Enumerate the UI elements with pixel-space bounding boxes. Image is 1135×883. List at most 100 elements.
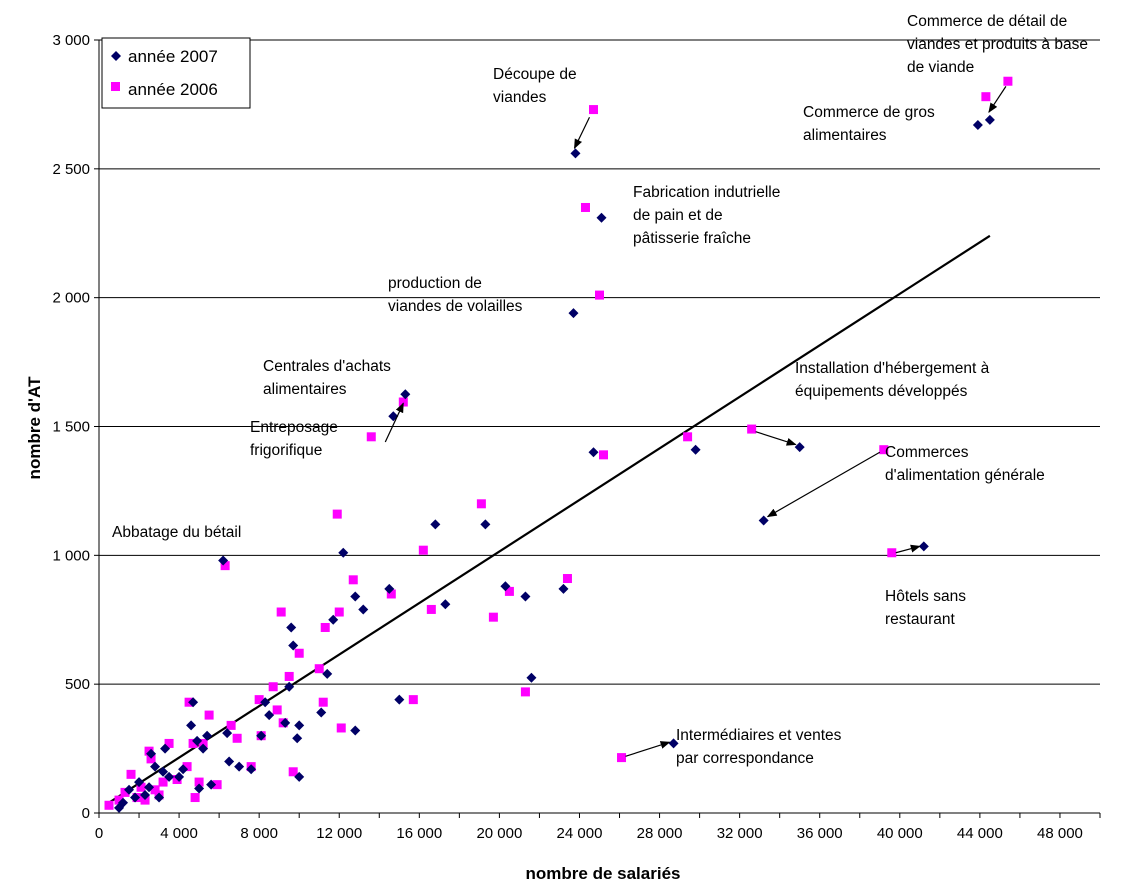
point-2006	[272, 705, 282, 715]
point-2006	[268, 682, 278, 692]
point-2007	[206, 779, 217, 790]
point-2007	[984, 114, 995, 125]
x-tick-label: 36 000	[797, 825, 843, 842]
point-2006	[146, 754, 156, 764]
point-2007	[284, 681, 295, 692]
point-2006	[226, 720, 236, 730]
point-2006	[408, 695, 418, 705]
x-tick-label: 24 000	[557, 825, 603, 842]
point-2006	[418, 545, 428, 555]
point-2006	[398, 397, 408, 407]
point-2007	[384, 583, 395, 594]
point-2007	[500, 581, 511, 592]
y-axis-title: nombre d'AT	[25, 376, 44, 480]
point-2006	[617, 753, 627, 763]
point-2007	[520, 591, 531, 602]
point-2006	[204, 710, 214, 720]
point-2007	[160, 743, 171, 754]
annotation-arrow	[895, 544, 921, 554]
point-2006	[182, 762, 192, 772]
point-2007	[154, 792, 165, 803]
point-2006	[288, 767, 298, 777]
point-2007	[150, 761, 161, 772]
point-2007	[588, 447, 599, 458]
point-2006	[520, 687, 530, 697]
point-2007	[130, 792, 141, 803]
tick-labels: 0 500 1 000 1 500 2 000 2 500 3 000 0 4 000 8 000…	[52, 32, 1082, 842]
point-2007	[358, 604, 369, 615]
point-2006	[386, 589, 396, 599]
annotation-label: Centrales d'achats alimentaires	[263, 358, 391, 398]
legend-box	[101, 37, 251, 109]
point-2007	[400, 389, 411, 400]
point-2007	[192, 735, 203, 746]
point-2006	[1003, 76, 1013, 86]
annotation-label: Commerce de détail de viandes et produits…	[907, 13, 1088, 76]
point-2007	[294, 771, 305, 782]
point-2006	[488, 612, 498, 622]
point-2006	[136, 782, 146, 792]
point-2007	[558, 583, 569, 594]
point-2007	[158, 766, 169, 777]
annotation-arrow	[573, 117, 591, 150]
annotation-label: Commerces d'alimentation générale	[885, 444, 1045, 484]
annotation-label: Découpe de viandes	[493, 66, 577, 106]
x-tick-label: 28 000	[637, 825, 683, 842]
point-2007	[430, 519, 441, 530]
annotation-arrow	[766, 451, 881, 518]
point-2007	[596, 212, 607, 223]
point-2007	[758, 515, 769, 526]
point-2006	[232, 733, 242, 743]
point-2006	[879, 445, 889, 455]
point-2007	[668, 738, 679, 749]
annotation-arrow	[755, 431, 797, 446]
point-2007	[690, 444, 701, 455]
point-2006	[104, 800, 114, 810]
point-2007	[338, 547, 349, 558]
x-tick-label: 48 000	[1037, 825, 1083, 842]
point-2006	[588, 105, 598, 115]
point-2006	[212, 780, 222, 790]
point-2007	[164, 771, 175, 782]
point-2007	[350, 591, 361, 602]
point-2006	[348, 575, 358, 585]
point-2006	[562, 574, 572, 584]
point-2007	[246, 764, 257, 775]
point-2007	[134, 777, 145, 788]
point-2006	[334, 607, 344, 617]
point-2007	[794, 442, 805, 453]
x-tick-label: 8 000	[240, 825, 278, 842]
point-2007	[288, 640, 299, 651]
point-2007	[118, 797, 129, 808]
point-2006	[140, 795, 150, 805]
point-2006	[981, 92, 991, 102]
point-2006	[188, 738, 198, 748]
x-tick-label: 12 000	[316, 825, 362, 842]
point-2006	[220, 561, 230, 571]
point-2007	[328, 614, 339, 625]
point-2007	[174, 771, 185, 782]
point-2007	[350, 725, 361, 736]
point-2007	[140, 789, 151, 800]
annotation-label: Installation d'hébergement à équipements …	[795, 360, 990, 400]
x-tick-label: 40 000	[877, 825, 923, 842]
point-2007	[124, 784, 135, 795]
y-tick-label: 2 500	[52, 161, 90, 178]
y-tick-label: 1 000	[52, 547, 90, 564]
point-2007	[224, 756, 235, 767]
annotation-label: Fabrication indutrielle de pain et de pâti…	[633, 184, 780, 247]
point-2007	[234, 761, 245, 772]
point-2007	[280, 717, 291, 728]
x-tick-label: 4 000	[160, 825, 198, 842]
x-axis-title: nombre de salariés	[526, 864, 681, 883]
legend-label-2006: année 2006	[128, 80, 218, 99]
point-2007	[260, 697, 271, 708]
point-2006	[366, 432, 376, 442]
annotation-arrows	[384, 86, 1007, 757]
point-2007	[218, 555, 229, 566]
legend-label-2007: année 2007	[128, 47, 218, 66]
annotation-arrow	[625, 741, 671, 757]
point-2006	[887, 548, 897, 558]
annotation-label: production de viandes de volailles	[388, 275, 523, 315]
